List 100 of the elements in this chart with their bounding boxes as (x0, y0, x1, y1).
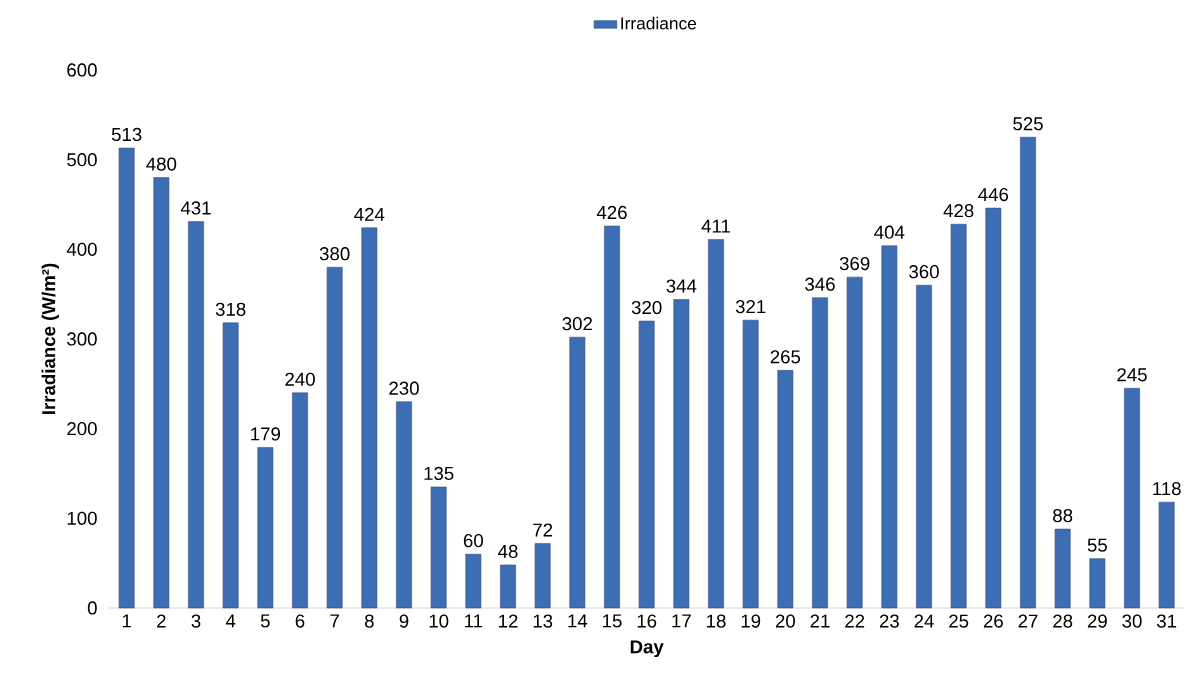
data-label: 135 (424, 466, 454, 481)
x-tick-label: 18 (707, 614, 726, 628)
bar (361, 227, 378, 609)
bar (222, 322, 239, 609)
data-label: 346 (805, 277, 835, 291)
x-tick-label: 24 (914, 614, 934, 628)
y-tick-label: 500 (67, 153, 97, 167)
x-tick-label: 26 (983, 614, 1003, 628)
bar (846, 276, 863, 609)
x-tick-label: 30 (1122, 614, 1142, 628)
bar (1124, 388, 1140, 609)
data-label: 404 (874, 225, 905, 239)
x-tick-label: 5 (260, 614, 270, 628)
data-label: 513 (111, 127, 142, 142)
data-label: 230 (389, 381, 419, 395)
bar (604, 225, 620, 609)
y-tick-label: 600 (67, 63, 97, 77)
bar (257, 447, 274, 609)
x-tick-label: 16 (637, 614, 657, 628)
data-label: 428 (943, 204, 974, 218)
x-tick-label: 28 (1053, 614, 1073, 628)
x-axis-title: Day (630, 640, 664, 658)
x-tick-label: 6 (295, 614, 305, 628)
bar (1158, 501, 1175, 609)
data-label: 265 (770, 350, 801, 364)
bar (188, 221, 204, 609)
y-tick-label: 0 (87, 601, 97, 615)
x-tick-label: 10 (429, 614, 449, 628)
x-tick-label: 8 (364, 614, 374, 628)
x-tick-label: 2 (157, 614, 166, 628)
x-tick-label: 22 (845, 614, 865, 628)
x-tick-label: 9 (399, 614, 409, 628)
bar (985, 207, 1002, 609)
data-label: 60 (463, 534, 483, 548)
data-label: 380 (319, 247, 350, 261)
bar (153, 177, 170, 609)
x-tick-label: 7 (330, 614, 339, 628)
bar (916, 284, 932, 609)
x-tick-label: 3 (191, 614, 201, 628)
data-label: 318 (215, 302, 246, 316)
x-tick-label: 1 (122, 614, 131, 628)
bar (396, 401, 412, 609)
y-tick-label: 300 (67, 332, 97, 346)
bar (326, 266, 343, 609)
x-tick-label: 13 (533, 614, 553, 628)
data-label: 321 (735, 300, 766, 314)
bar (430, 486, 447, 609)
bar (673, 299, 690, 609)
data-label: 369 (839, 256, 870, 271)
data-label: 411 (701, 219, 730, 233)
data-label: 320 (631, 300, 662, 315)
data-label: 344 (666, 279, 697, 293)
bar (500, 564, 516, 609)
x-tick-label: 19 (741, 614, 761, 628)
data-label: 240 (285, 372, 315, 386)
data-label: 525 (1013, 117, 1043, 131)
data-label: 72 (533, 523, 553, 537)
data-label: 426 (596, 205, 627, 220)
bar (292, 392, 308, 609)
bar (881, 245, 898, 609)
y-tick-label: 400 (66, 242, 97, 256)
data-label: 88 (1053, 508, 1073, 523)
data-label: 480 (146, 157, 177, 171)
bar (534, 543, 551, 609)
data-label: 302 (562, 317, 592, 331)
bar (777, 370, 794, 609)
bar (569, 336, 586, 609)
bar (465, 553, 482, 609)
bar (812, 297, 828, 609)
x-tick-label: 25 (949, 614, 969, 628)
x-tick-label: 4 (225, 614, 236, 628)
x-tick-label: 14 (568, 614, 588, 628)
data-label: 446 (978, 187, 1009, 202)
data-label: 431 (180, 201, 211, 215)
data-label: 48 (498, 544, 518, 559)
bar (1054, 528, 1071, 609)
x-tick-label: 31 (1157, 614, 1177, 628)
bar (118, 147, 135, 609)
y-axis-title: Irradiance (W/m²) (41, 263, 59, 414)
x-tick-label: 27 (1018, 614, 1038, 628)
data-label: 55 (1087, 538, 1107, 552)
x-tick-label: 29 (1087, 614, 1107, 628)
data-label: 424 (354, 207, 385, 221)
bar (1089, 558, 1106, 609)
data-label: 360 (909, 265, 939, 279)
y-tick-label: 200 (67, 422, 97, 436)
legend-label: Irradiance (621, 16, 697, 30)
bar (950, 223, 967, 609)
bar (1020, 136, 1036, 609)
x-tick-label: 20 (775, 614, 795, 628)
x-tick-label: 12 (499, 614, 518, 628)
data-label: 179 (251, 427, 281, 441)
bar (708, 239, 724, 609)
y-tick-label: 100 (67, 511, 97, 525)
bar (742, 319, 759, 609)
x-tick-label: 11 (465, 614, 483, 628)
x-tick-label: 21 (810, 614, 830, 628)
x-tick-label: 17 (672, 614, 691, 628)
data-label: 118 (1153, 482, 1181, 496)
bar (638, 320, 655, 609)
